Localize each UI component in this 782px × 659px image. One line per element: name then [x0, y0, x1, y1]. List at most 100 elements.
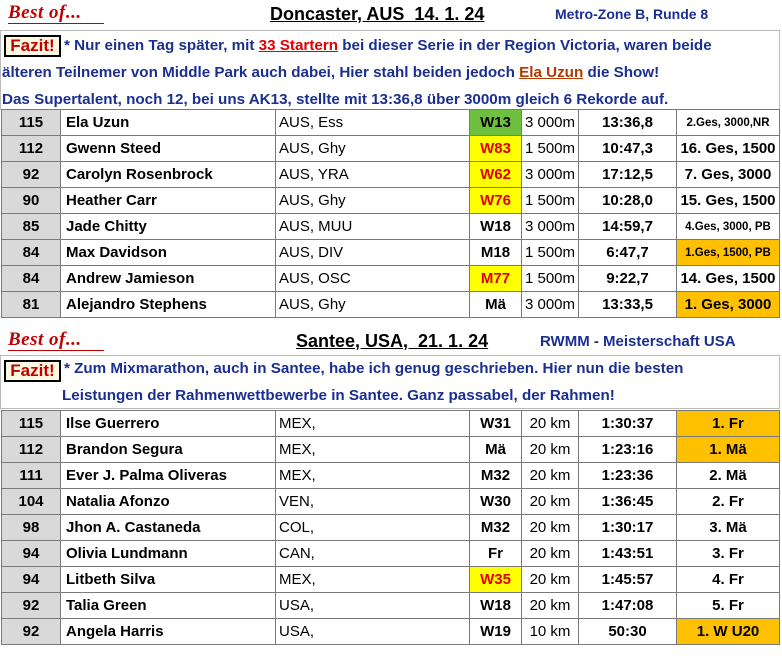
result-time: 1:23:36: [578, 462, 677, 489]
table-row: 84 Max Davidson AUS, DIV M18 1 500m 6:47,7 1.G…: [1, 239, 780, 266]
age-class: W30: [469, 488, 522, 515]
nation-club: COL,: [275, 514, 470, 541]
age-class: W35: [469, 566, 522, 593]
distance: 20 km: [521, 488, 579, 515]
result-time: 10:47,3: [578, 135, 677, 162]
placing: 2.Ges, 3000,NR: [676, 109, 780, 136]
table-row: 94 Litbeth Silva MEX, W35 20 km 1:45:57 4. Fr: [1, 566, 780, 593]
result-time: 17:12,5: [578, 161, 677, 188]
placing: 1. Mä: [676, 436, 780, 463]
results-table-santee: 115 Ilse Guerrero MEX, W31 20 km 1:30:37 1. Fr…: [1, 410, 780, 645]
athlete-name: Andrew Jamieson: [60, 265, 276, 292]
event-title: Santee, USA, 21. 1. 24: [296, 331, 489, 351]
distance: 20 km: [521, 514, 579, 541]
points-cell: 112: [1, 436, 61, 463]
distance: 1 500m: [521, 239, 579, 266]
placing: 3. Mä: [676, 514, 780, 541]
points-cell: 81: [1, 291, 61, 318]
points-cell: 104: [1, 488, 61, 515]
distance: 3 000m: [521, 109, 579, 136]
fazit-frame: [0, 355, 780, 409]
age-class: W19: [469, 618, 522, 645]
distance: 3 000m: [521, 161, 579, 188]
table-row: 111 Ever J. Palma Oliveras MEX, M32 20 km 1:2…: [1, 462, 780, 489]
placing: 5. Fr: [676, 592, 780, 619]
nation-club: USA,: [275, 592, 470, 619]
points-cell: 90: [1, 187, 61, 214]
athlete-name: Angela Harris: [60, 618, 276, 645]
placing: 3. Fr: [676, 540, 780, 567]
nation-club: CAN,: [275, 540, 470, 567]
distance: 10 km: [521, 618, 579, 645]
fazit-text-part: * Nur einen Tag später, mit: [64, 37, 259, 54]
points-cell: 98: [1, 514, 61, 541]
age-class: W18: [469, 213, 522, 240]
table-row: 115 Ela Uzun AUS, Ess W13 3 000m 13:36,8 2.Ges…: [1, 109, 780, 136]
nation-club: VEN,: [275, 488, 470, 515]
athlete-name: Olivia Lundmann: [60, 540, 276, 567]
points-cell: 111: [1, 462, 61, 489]
fazit-text-part: bei dieser Serie in der Region Victoria,…: [338, 37, 712, 54]
table-row: 85 Jade Chitty AUS, MUU W18 3 000m 14:59,7 4.G…: [1, 213, 780, 240]
athlete-name: Carolyn Rosenbrock: [60, 161, 276, 188]
bestof-label: Best of...: [8, 2, 82, 23]
result-time: 1:47:08: [578, 592, 677, 619]
athlete-name: Brandon Segura: [60, 436, 276, 463]
athlete-name: Natalia Afonzo: [60, 488, 276, 515]
nation-club: AUS, Ghy: [275, 135, 470, 162]
nation-club: AUS, Ghy: [275, 187, 470, 214]
athlete-name: Max Davidson: [60, 239, 276, 266]
placing: 14. Ges, 1500: [676, 265, 780, 292]
distance: 20 km: [521, 436, 579, 463]
result-time: 13:36,8: [578, 109, 677, 136]
fazit-label: Fazit!: [4, 35, 61, 57]
bestof-underline: [8, 23, 104, 24]
distance: 1 500m: [521, 265, 579, 292]
placing: 1. Fr: [676, 410, 780, 437]
distance: 20 km: [521, 566, 579, 593]
nation-club: USA,: [275, 618, 470, 645]
athlete-name: Ela Uzun: [60, 109, 276, 136]
table-row: 90 Heather Carr AUS, Ghy W76 1 500m 10:28,0 15…: [1, 187, 780, 214]
fazit-text-part: älteren Teilnemer von Middle Park auch d…: [2, 64, 520, 81]
points-cell: 85: [1, 213, 61, 240]
points-cell: 92: [1, 592, 61, 619]
table-row: 104 Natalia Afonzo VEN, W30 20 km 1:36:45 2. F…: [1, 488, 780, 515]
result-time: 1:30:17: [578, 514, 677, 541]
result-time: 6:47,7: [578, 239, 677, 266]
age-class: M18: [469, 239, 522, 266]
fazit-text: * Nur einen Tag später, mit 33 Startern …: [2, 32, 780, 113]
distance: 20 km: [521, 592, 579, 619]
table-row: 115 Ilse Guerrero MEX, W31 20 km 1:30:37 1. Fr: [1, 410, 780, 437]
fazit-line: Das Supertalent, noch 12, bei uns AK13, …: [2, 91, 669, 108]
nation-club: AUS, OSC: [275, 265, 470, 292]
athlete-name: Alejandro Stephens: [60, 291, 276, 318]
placing: 15. Ges, 1500: [676, 187, 780, 214]
points-cell: 94: [1, 540, 61, 567]
age-class: M32: [469, 462, 522, 489]
athlete-name: Litbeth Silva: [60, 566, 276, 593]
athlete-name: Jade Chitty: [60, 213, 276, 240]
nation-club: MEX,: [275, 566, 470, 593]
age-class: W18: [469, 592, 522, 619]
result-time: 1:43:51: [578, 540, 677, 567]
nation-club: AUS, DIV: [275, 239, 470, 266]
placing: 2. Mä: [676, 462, 780, 489]
result-time: 9:22,7: [578, 265, 677, 292]
nation-club: MEX,: [275, 436, 470, 463]
nation-club: AUS, MUU: [275, 213, 470, 240]
table-row: 92 Talia Green USA, W18 20 km 1:47:08 5. Fr: [1, 592, 780, 619]
table-row: 112 Gwenn Steed AUS, Ghy W83 1 500m 10:47,3 16…: [1, 135, 780, 162]
nation-club: AUS, Ghy: [275, 291, 470, 318]
nation-club: MEX,: [275, 410, 470, 437]
result-time: 1:36:45: [578, 488, 677, 515]
placing: 1. W U20: [676, 618, 780, 645]
fazit-line: * Zum Mixmarathon, auch in Santee, habe …: [64, 360, 684, 377]
placing: 7. Ges, 3000: [676, 161, 780, 188]
result-time: 10:28,0: [578, 187, 677, 214]
fazit-highlight: Ela Uzun: [519, 64, 584, 81]
nation-club: AUS, YRA: [275, 161, 470, 188]
points-cell: 84: [1, 239, 61, 266]
distance: 20 km: [521, 410, 579, 437]
